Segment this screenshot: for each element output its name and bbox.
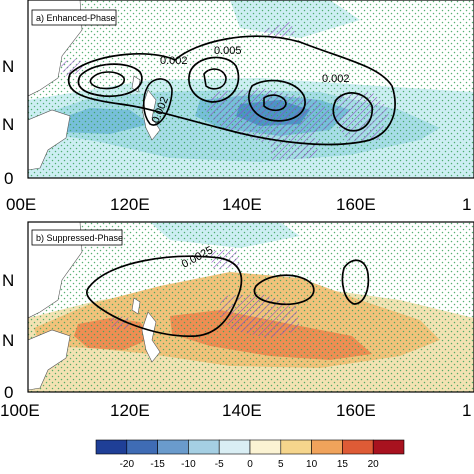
panel-a-x-tick-1: 00E bbox=[6, 195, 36, 214]
colorbar-label: 10 bbox=[306, 459, 318, 470]
panel-a-y-label-1: N bbox=[2, 57, 14, 76]
panel-b-contour-far-east bbox=[341, 259, 370, 305]
colorbar-label: 5 bbox=[278, 459, 284, 470]
panel-a-contour-east bbox=[248, 79, 306, 122]
panel-b-x-tick-3: 140E bbox=[222, 401, 262, 420]
colorbar-label: -10 bbox=[181, 459, 196, 470]
panel-a-x-tick-5: 1 bbox=[462, 195, 471, 214]
panel-a-x-tick-4: 160E bbox=[336, 195, 376, 214]
panel-a-frame bbox=[27, 0, 474, 179]
colorbar: -20 -15 -10 -5 0 5 10 15 20 bbox=[95, 439, 405, 470]
colorbar-swatch bbox=[218, 439, 251, 455]
panel-a-y-label-3: 0 bbox=[4, 169, 13, 188]
panel-a-hatch-north bbox=[262, 22, 296, 40]
colorbar-swatch bbox=[157, 439, 189, 455]
colorbar-swatch bbox=[95, 439, 128, 455]
panel-a-contour-philippine bbox=[142, 78, 173, 126]
panel-a-land-indochina bbox=[28, 109, 71, 171]
colorbar-label: 15 bbox=[337, 459, 349, 470]
colorbar-swatch bbox=[188, 439, 220, 455]
panel-a-title: a) Enhanced-Phase bbox=[36, 13, 116, 23]
colorbar-swatch bbox=[249, 439, 282, 455]
colorbar-swatch bbox=[280, 439, 312, 455]
colorbar-label: -20 bbox=[120, 459, 135, 470]
panel-b-contour-main bbox=[85, 255, 243, 337]
panel-a-contour-center-inner bbox=[203, 68, 227, 90]
panel-a-contour-center bbox=[188, 56, 240, 103]
colorbar-label: 0 bbox=[247, 459, 253, 470]
panel-b-land-taiwan bbox=[131, 297, 141, 315]
panel-a-x-tick-3: 140E bbox=[222, 195, 262, 214]
panel-b-title: b) Suppressed-Phase bbox=[36, 233, 123, 243]
colorbar-swatch bbox=[311, 439, 343, 455]
panel-a-hatch-west bbox=[60, 58, 84, 76]
panel-a-contour-west bbox=[77, 63, 143, 97]
panel-a-title-box bbox=[31, 9, 117, 26]
panel-a-contour-west-inner bbox=[89, 71, 125, 90]
panel-b: 0.0025 b) Suppressed-Phase bbox=[28, 222, 474, 392]
colorbar-swatch bbox=[126, 439, 158, 455]
panel-a-contour-far-east bbox=[332, 92, 373, 132]
panel-a-contour-east-inner bbox=[263, 94, 287, 112]
panel-b-hatch-center bbox=[218, 294, 300, 338]
panel-a: 0.002 0.005 0.002 0.002 a) Enhanced-Phas… bbox=[28, 0, 474, 178]
panel-a-contour-label-3: 0.002 bbox=[322, 73, 350, 85]
panel-b-x-tick-1: 100E bbox=[0, 401, 40, 420]
panel-a-hatch-south bbox=[270, 138, 320, 160]
panel-b-y-label-1: N bbox=[2, 271, 14, 290]
panel-b-x-tick-5: 1 bbox=[462, 401, 471, 420]
panel-a-contour-label-1: 0.002 bbox=[160, 55, 188, 67]
panel-b-land-philippines bbox=[141, 311, 161, 363]
panel-b-title-box bbox=[31, 229, 123, 246]
panel-a-x-tick-2: 120E bbox=[110, 195, 150, 214]
colorbar-label: -5 bbox=[215, 459, 224, 470]
panel-b-x-tick-2: 120E bbox=[110, 401, 150, 420]
panel-a-land-philippines bbox=[141, 89, 161, 141]
panel-b-land-asia bbox=[28, 222, 83, 319]
panel-b-x-tick-4: 160E bbox=[336, 401, 376, 420]
panel-b-y-label-3: 0 bbox=[4, 383, 13, 402]
colorbar-swatch bbox=[342, 439, 374, 455]
colorbar-label: 20 bbox=[368, 459, 380, 470]
panel-a-y-label-2: N bbox=[2, 115, 14, 134]
panel-b-y-label-2: N bbox=[2, 331, 14, 350]
panel-b-contour-east bbox=[253, 274, 315, 306]
panel-b-hatch-west bbox=[110, 316, 130, 330]
panel-a-hatch-center bbox=[206, 88, 340, 142]
colorbar-label: -15 bbox=[150, 459, 165, 470]
panel-b-frame bbox=[27, 221, 474, 393]
panel-a-contour-label-2: 0.005 bbox=[214, 45, 242, 57]
panel-b-land-indochina bbox=[28, 329, 71, 391]
colorbar-swatch bbox=[372, 439, 405, 455]
